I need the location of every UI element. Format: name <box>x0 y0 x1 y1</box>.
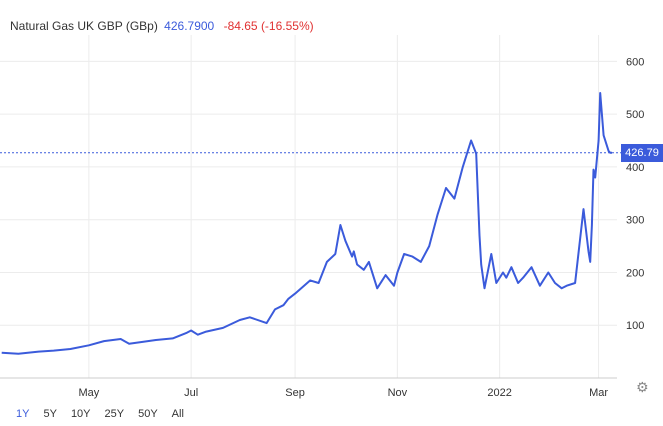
range-all[interactable]: All <box>172 408 184 420</box>
x-tick-label: Jul <box>184 387 198 399</box>
x-axis-ticks: May Jul Sep Nov 2022 Mar <box>0 378 617 399</box>
x-tick-label: Mar <box>589 387 608 399</box>
last-price-tag: 426.79 <box>621 144 663 162</box>
y-tick-label: 100 <box>626 320 644 332</box>
y-axis-ticks: 100 200 300 400 500 600 <box>626 56 644 332</box>
x-tick-label: Sep <box>285 387 305 399</box>
y-tick-label: 300 <box>626 215 644 227</box>
gear-icon[interactable]: ⚙ <box>636 380 650 394</box>
y-tick-label: 500 <box>626 109 644 121</box>
y-tick-label: 200 <box>626 267 644 279</box>
range-5y[interactable]: 5Y <box>43 408 56 420</box>
vertical-gridlines <box>89 35 599 378</box>
x-tick-label: 2022 <box>487 387 511 399</box>
range-25y[interactable]: 25Y <box>105 408 125 420</box>
y-tick-label: 400 <box>626 162 644 174</box>
price-series-line[interactable] <box>2 93 612 354</box>
range-50y[interactable]: 50Y <box>138 408 158 420</box>
x-tick-label: Nov <box>388 387 408 399</box>
range-selector: 1Y 5Y 10Y 25Y 50Y All <box>16 408 184 420</box>
x-tick-label: May <box>78 387 99 399</box>
horizontal-gridlines <box>0 61 617 325</box>
range-10y[interactable]: 10Y <box>71 408 91 420</box>
y-tick-label: 600 <box>626 56 644 68</box>
range-1y[interactable]: 1Y <box>16 408 29 420</box>
